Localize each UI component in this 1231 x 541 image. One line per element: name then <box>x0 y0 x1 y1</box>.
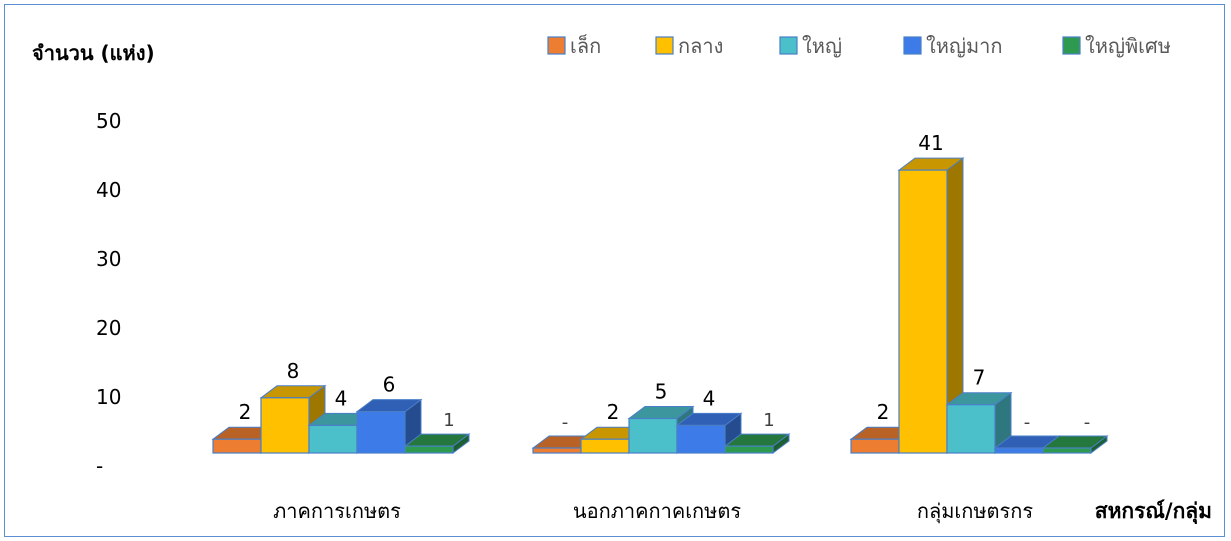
legend-swatch <box>779 36 798 55</box>
data-label: 4 <box>703 386 716 410</box>
bar <box>403 433 471 454</box>
bar-group: 2 8 4 6 1 <box>211 359 471 454</box>
x-category-label: ภาคการเกษตร <box>273 499 401 523</box>
y-axis-title: จำนวน (แห่ง) <box>32 41 155 65</box>
legend-label: ใหญ่พิเศษ <box>1085 34 1171 58</box>
data-label: - <box>562 412 569 433</box>
legend: เล็ก กลาง ใหญ่ ใหญ่มาก ใหญ่พิเศษ <box>547 33 1171 58</box>
bar <box>897 157 965 454</box>
bar-group: 2 41 7 - - <box>849 131 1109 454</box>
bar <box>723 433 791 454</box>
data-label: 8 <box>287 359 300 383</box>
data-label: 41 <box>918 131 943 155</box>
data-label: 2 <box>239 400 252 424</box>
x-axis-title: สหกรณ์/กลุ่ม <box>1095 499 1212 525</box>
data-label: - <box>1084 412 1091 433</box>
legend-swatch <box>655 36 674 55</box>
y-tick-label: 50 <box>96 109 121 133</box>
data-label: 1 <box>443 410 454 431</box>
bar-group: - 2 5 4 1 <box>531 380 791 454</box>
y-tick-label: 40 <box>96 178 121 202</box>
data-label: 4 <box>335 386 348 410</box>
data-label: - <box>1024 412 1031 433</box>
x-axis-categories: ภาคการเกษตร นอกภาคกาคเกษตร กลุ่มเกษตรกร <box>273 499 1033 524</box>
bar <box>355 398 423 454</box>
legend-label: ใหญ่ <box>802 34 842 58</box>
x-category-label: กลุ่มเกษตรกร <box>917 499 1034 524</box>
legend-item: เล็ก <box>547 33 601 58</box>
legend-label: ใหญ่มาก <box>926 34 1003 58</box>
y-tick-label: 20 <box>96 316 121 340</box>
legend-swatch <box>1062 36 1081 55</box>
data-label: 1 <box>763 410 774 431</box>
data-label: 2 <box>607 400 620 424</box>
legend-swatch <box>903 36 922 55</box>
data-label: 7 <box>973 366 986 390</box>
data-label: 5 <box>655 380 668 404</box>
y-tick-label: 30 <box>96 247 121 271</box>
y-tick-label: - <box>96 454 103 478</box>
bar <box>945 391 1013 454</box>
legend-item: ใหญ่พิเศษ <box>1062 34 1171 58</box>
data-label: 2 <box>877 400 890 424</box>
y-axis-ticks: - 10 20 30 40 50 <box>96 109 121 478</box>
legend-label: กลาง <box>678 34 723 58</box>
legend-item: กลาง <box>655 34 723 58</box>
bar <box>1041 435 1109 454</box>
legend-item: ใหญ่ <box>779 34 842 58</box>
y-tick-label: 10 <box>96 385 121 409</box>
data-label: 6 <box>383 373 396 397</box>
legend-item: ใหญ่มาก <box>903 34 1003 58</box>
x-category-label: นอกภาคกาคเกษตร <box>573 499 741 523</box>
legend-label: เล็ก <box>570 33 601 58</box>
legend-swatch <box>547 36 566 55</box>
